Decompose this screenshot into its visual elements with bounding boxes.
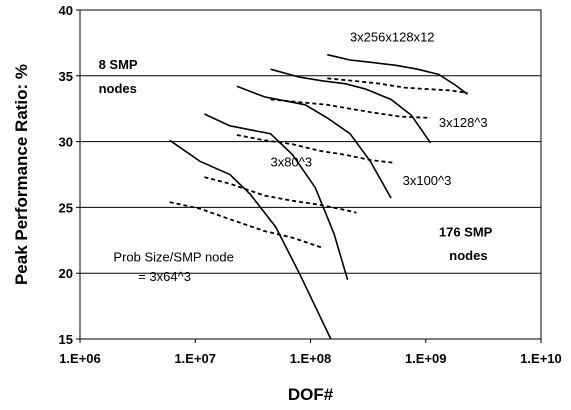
x-tick-label: 1.E+06 xyxy=(59,351,101,366)
dashed-series-line-9 xyxy=(270,98,431,119)
solid-series-line-1 xyxy=(169,139,332,340)
solid-series-line-3 xyxy=(236,85,392,199)
x-tick-label: 1.E+09 xyxy=(405,351,447,366)
annotation-label: 3x100^3 xyxy=(403,173,452,188)
y-axis-title: Peak Performance Ratio: % xyxy=(12,64,31,285)
x-tick-label: 1.E+07 xyxy=(174,351,216,366)
y-tick-label: 15 xyxy=(59,332,73,347)
dashed-series-line-7 xyxy=(204,176,357,214)
x-axis-title: DOF# xyxy=(288,385,334,404)
annotation-label: = 3x64^3 xyxy=(138,269,191,284)
y-tick-label: 25 xyxy=(59,200,73,215)
y-tick-label: 30 xyxy=(59,135,73,150)
plot-area-frame xyxy=(79,9,542,340)
annotation-label: Prob Size/SMP node xyxy=(113,249,233,264)
solid-series-line-4 xyxy=(270,68,432,144)
dashed-series-line-10 xyxy=(327,77,468,94)
annotation-label: 3x256x128x12 xyxy=(350,30,435,45)
x-tick-label: 1.E+10 xyxy=(520,351,562,366)
x-tick-label: 1.E+08 xyxy=(290,351,332,366)
x-axis-ticks: 1.E+06 1.E+07 1.E+08 1.E+09 1.E+10 xyxy=(59,339,562,366)
dashed-series-line-8 xyxy=(236,134,394,164)
series-lines xyxy=(169,53,468,340)
annotation-label: 176 SMP xyxy=(439,224,493,239)
annotation-label: 3x80^3 xyxy=(271,155,313,170)
solid-series-line-5 xyxy=(327,53,468,95)
solid-series-line-2 xyxy=(204,113,349,281)
y-tick-label: 20 xyxy=(59,266,73,281)
annotation-label: nodes xyxy=(99,81,137,96)
dashed-series-line-6 xyxy=(169,201,324,250)
y-tick-label: 40 xyxy=(59,3,73,18)
annotation-label: 3x128^3 xyxy=(439,115,488,130)
annotation-label: nodes xyxy=(449,248,487,263)
horizontal-gridlines xyxy=(80,75,541,274)
chart-annotations: 3x256x128x12 8 SMP nodes 3x128^3 3x100^3 3x80… xyxy=(99,30,493,285)
annotation-label: 8 SMP xyxy=(99,57,138,72)
y-axis-ticks: 15 20 25 30 35 40 xyxy=(59,3,80,347)
y-tick-label: 35 xyxy=(59,69,73,84)
